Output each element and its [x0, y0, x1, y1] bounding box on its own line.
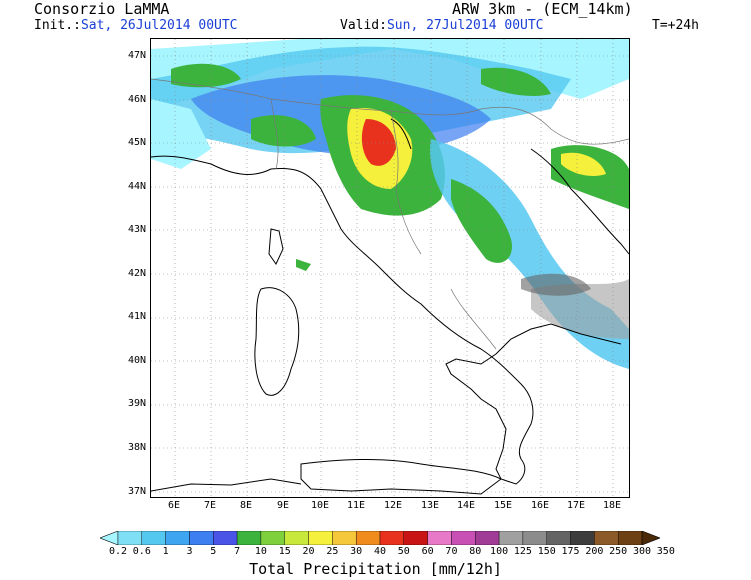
- colorbar-threshold-label: 30: [350, 546, 363, 557]
- lat-label: 44N: [127, 181, 146, 192]
- precipitation-map: [150, 38, 630, 498]
- colorbar-swatch: [498, 531, 524, 545]
- colorbar-threshold-label: 250: [609, 546, 628, 557]
- colorbar-title: Total Precipitation [mm/12h]: [249, 560, 502, 578]
- borders: [151, 78, 629, 350]
- colorbar-swatch: [165, 531, 190, 545]
- map-canvas: [151, 39, 629, 497]
- lon-label: 11E: [346, 500, 366, 511]
- init-label: Init.:: [34, 18, 81, 33]
- colorbar-threshold-label: 0.2: [108, 546, 128, 557]
- colorbar-swatch: [117, 531, 143, 545]
- colorbar-swatch: [546, 531, 571, 545]
- colorbar-swatch: [451, 531, 476, 545]
- colorbar-swatch: [475, 531, 500, 545]
- lat-label: 42N: [127, 268, 146, 279]
- lon-label: 15E: [493, 500, 513, 511]
- colorbar-threshold-label: 10: [254, 546, 267, 557]
- colorbar-high-arrow: [641, 531, 660, 545]
- graticule: [151, 39, 629, 497]
- lon-label: 16E: [530, 500, 550, 511]
- valid-label: Valid:: [340, 18, 387, 33]
- colorbar-threshold-label: 350: [656, 546, 675, 557]
- colorbar-threshold-label: 125: [513, 546, 532, 557]
- colorbar-threshold-label: 50: [397, 546, 410, 557]
- colorbar-swatch: [617, 531, 643, 545]
- forecast-step: T=+24h: [652, 18, 699, 33]
- colorbar-threshold-label: 80: [469, 546, 482, 557]
- colorbar-threshold-label: 3: [186, 546, 193, 557]
- colorbar-swatch: [332, 531, 357, 545]
- colorbar-swatch: [403, 531, 428, 545]
- coastlines: [151, 118, 629, 495]
- colorbar-threshold-label: 1: [162, 546, 169, 557]
- colorbar-swatch: [308, 531, 333, 545]
- colorbar-swatch: [427, 531, 452, 545]
- organization-title: Consorzio LaMMA: [34, 0, 170, 18]
- lon-label: 12E: [383, 500, 403, 511]
- colorbar-swatch: [379, 531, 405, 545]
- lat-label: 40N: [127, 355, 146, 366]
- colorbar-swatch: [141, 531, 166, 545]
- colorbar-threshold-label: 70: [445, 546, 458, 557]
- lon-label: 18E: [602, 500, 622, 511]
- colorbar-swatch: [213, 531, 238, 545]
- lon-label: 7E: [203, 500, 217, 511]
- lon-label: 14E: [456, 500, 476, 511]
- colorbar-threshold-label: 40: [373, 546, 387, 557]
- colorbar-swatch: [284, 531, 309, 545]
- colorbar-threshold-label: 200: [585, 546, 604, 557]
- colorbar-threshold-label: 150: [537, 546, 556, 557]
- lat-label: 46N: [127, 94, 146, 105]
- colorbar-low-arrow: [100, 531, 119, 545]
- colorbar-threshold-label: 15: [278, 546, 291, 557]
- colorbar-threshold-label: 300: [632, 546, 652, 557]
- colorbar-threshold-label: 20: [302, 546, 315, 557]
- lon-label: 10E: [310, 500, 330, 511]
- colorbar: [100, 531, 660, 545]
- lat-label: 47N: [127, 50, 146, 61]
- lon-label: 13E: [420, 500, 440, 511]
- colorbar-threshold-label: 7: [234, 546, 241, 557]
- colorbar-threshold-label: 100: [490, 546, 509, 557]
- colorbar-threshold-label: 175: [561, 546, 580, 557]
- model-title: ARW 3km - (ECM_14km): [452, 0, 633, 18]
- colorbar-swatch: [594, 531, 619, 545]
- colorbar-swatch: [355, 531, 381, 545]
- valid-time: Valid:Sun, 27Jul2014 00UTC: [340, 18, 544, 33]
- valid-value: Sun, 27Jul2014 00UTC: [386, 18, 544, 33]
- lon-label: 8E: [239, 500, 253, 511]
- colorbar-swatch: [189, 531, 214, 545]
- precipitation-field: [151, 39, 629, 369]
- colorbar-threshold-label: 25: [326, 546, 339, 557]
- lat-label: 38N: [127, 442, 146, 453]
- colorbar-swatch: [570, 531, 595, 545]
- colorbar-swatch: [260, 531, 285, 545]
- colorbar-swatch: [522, 531, 547, 545]
- lon-label: 17E: [566, 500, 586, 511]
- lon-label: 9E: [276, 500, 290, 511]
- lat-label: 43N: [127, 224, 146, 235]
- colorbar-threshold-label: 60: [421, 546, 434, 557]
- colorbar-threshold-label: 5: [210, 546, 217, 557]
- lat-label: 45N: [127, 137, 146, 148]
- lat-label: 37N: [127, 486, 146, 497]
- colorbar-threshold-label: 0.6: [132, 546, 151, 557]
- lon-label: 6E: [167, 500, 181, 511]
- lat-label: 39N: [127, 398, 146, 409]
- lat-label: 41N: [127, 311, 146, 322]
- init-time: Init.:Sat, 26Jul2014 00UTC: [34, 18, 238, 33]
- colorbar-swatch: [236, 531, 262, 545]
- init-value: Sat, 26Jul2014 00UTC: [80, 18, 238, 33]
